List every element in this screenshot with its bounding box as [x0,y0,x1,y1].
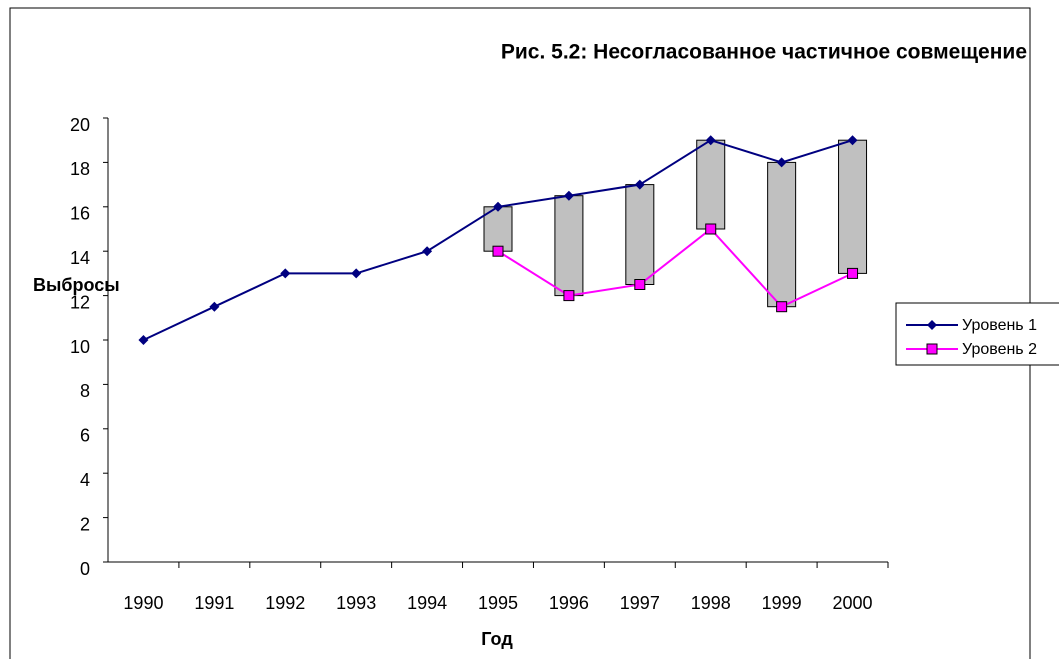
y-tick-label: 6 [80,426,90,446]
y-tick-label: 8 [80,381,90,401]
chart-title: Рис. 5.2: Несогласованное частичное совм… [501,41,1027,64]
point [138,335,149,345]
legend-label: Уровень 1 [962,317,1037,334]
y-tick-label: 4 [80,470,90,490]
legend-marker [927,320,937,330]
point [776,157,787,168]
point [492,245,504,257]
chart-frame [9,7,1031,659]
point [422,246,433,257]
x-tick-label: 1993 [336,593,376,613]
x-tick-label: 1998 [691,593,731,613]
y-tick-label: 16 [70,204,90,224]
x-tick-label: 1994 [407,593,447,613]
high-low-bar [696,139,726,230]
legend-box [895,302,1059,366]
y-tick-label: 2 [80,514,90,534]
y-tick-label: 0 [80,559,90,579]
high-low-bar [767,161,797,308]
y-tick-label: 12 [70,292,90,312]
x-tick-label: 1996 [549,593,589,613]
y-tick-label: 18 [70,159,90,179]
point [705,223,717,235]
y-tick-label: 20 [70,115,90,135]
point [705,135,716,146]
series-line [497,227,853,308]
legend-label: Уровень 2 [962,341,1037,358]
point [847,135,858,146]
x-tick-label: 2000 [833,593,873,613]
high-low-bar [554,195,584,297]
point [634,279,646,290]
y-tick-label: 10 [70,337,90,357]
high-low-bar [625,184,655,286]
y-axis-label: Выбросы [33,275,120,295]
point [847,267,859,279]
point [563,190,574,201]
x-tick-label: 1992 [265,593,305,613]
legend-marker [926,343,938,355]
point [351,268,362,279]
x-axis-label: Год [481,629,513,649]
point [563,290,575,302]
y-tick-label: 14 [70,248,90,268]
point [209,301,220,312]
point [280,268,291,279]
point [493,201,503,212]
high-low-bar [838,139,868,274]
x-tick-label: 1991 [194,593,234,613]
x-tick-label: 1999 [762,593,802,613]
point [634,179,645,190]
x-tick-label: 1995 [478,593,518,613]
point [776,301,788,313]
x-tick-label: 1990 [123,593,163,613]
x-tick-label: 1997 [620,593,660,613]
